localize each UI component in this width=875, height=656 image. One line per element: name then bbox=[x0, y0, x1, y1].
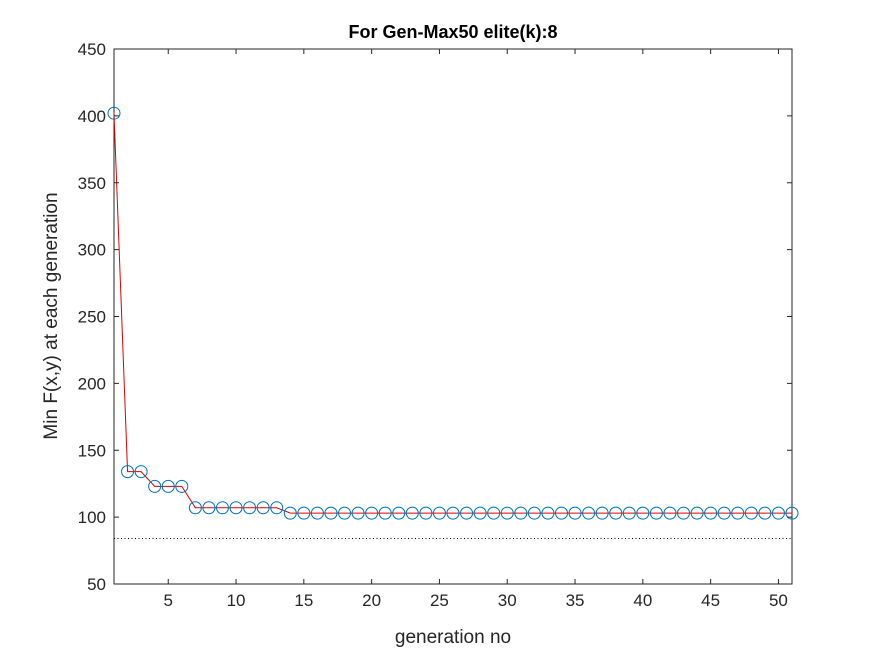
data-point-marker bbox=[405, 506, 419, 520]
plot-area: 5 10 15 20 25 30 35 40 45 50 50 100 150 200 250 300 350 4… bbox=[78, 40, 799, 610]
data-point-marker bbox=[717, 506, 731, 520]
y-tick-label: 450 bbox=[78, 40, 106, 59]
data-point-marker bbox=[419, 506, 433, 520]
data-point-marker bbox=[229, 501, 243, 515]
data-point-marker bbox=[215, 501, 229, 515]
data-point-marker bbox=[338, 506, 352, 520]
data-point-marker bbox=[636, 506, 650, 520]
y-tick-label: 400 bbox=[78, 107, 106, 126]
data-point-marker bbox=[568, 506, 582, 520]
series-layer bbox=[107, 106, 799, 520]
data-point-marker bbox=[432, 506, 446, 520]
data-point-marker bbox=[283, 506, 297, 520]
data-point-marker bbox=[582, 506, 596, 520]
x-axis-label: generation no bbox=[395, 627, 511, 648]
data-point-marker bbox=[758, 506, 772, 520]
data-point-marker bbox=[202, 501, 216, 515]
data-point-marker bbox=[324, 506, 338, 520]
data-point-marker bbox=[609, 506, 623, 520]
x-tick-label: 45 bbox=[701, 591, 720, 610]
data-point-marker bbox=[785, 506, 799, 520]
data-point-marker bbox=[677, 506, 691, 520]
chart-title: For Gen-Max50 elite(k):8 bbox=[348, 22, 557, 42]
y-tick-label: 350 bbox=[78, 174, 106, 193]
data-point-marker bbox=[595, 506, 609, 520]
data-point-marker bbox=[134, 465, 148, 479]
x-tick-label: 50 bbox=[769, 591, 788, 610]
y-tick-label: 50 bbox=[87, 575, 106, 594]
data-point-marker bbox=[690, 506, 704, 520]
data-point-marker bbox=[541, 506, 555, 520]
data-point-marker bbox=[378, 506, 392, 520]
data-point-marker bbox=[148, 479, 162, 493]
y-tick-label: 300 bbox=[78, 241, 106, 260]
data-point-marker bbox=[663, 506, 677, 520]
data-point-marker bbox=[161, 479, 175, 493]
data-point-marker bbox=[487, 506, 501, 520]
data-point-marker bbox=[622, 506, 636, 520]
x-tick-label: 30 bbox=[498, 591, 517, 610]
data-point-marker bbox=[446, 506, 460, 520]
x-tick-label: 40 bbox=[633, 591, 652, 610]
data-point-marker bbox=[175, 479, 189, 493]
x-tick-label: 15 bbox=[294, 591, 313, 610]
data-point-marker bbox=[514, 506, 528, 520]
data-point-marker bbox=[731, 506, 745, 520]
data-point-marker bbox=[392, 506, 406, 520]
x-tick-label: 5 bbox=[164, 591, 173, 610]
data-point-marker bbox=[500, 506, 514, 520]
data-point-marker bbox=[473, 506, 487, 520]
y-tick-label: 200 bbox=[78, 374, 106, 393]
data-point-marker bbox=[365, 506, 379, 520]
y-tick-label: 250 bbox=[78, 308, 106, 327]
y-axis-label: Min F(x,y) at each generation bbox=[41, 192, 62, 439]
x-tick-label: 35 bbox=[566, 591, 585, 610]
data-point-marker bbox=[270, 501, 284, 515]
data-point-marker bbox=[310, 506, 324, 520]
data-point-marker bbox=[188, 501, 202, 515]
data-point-marker bbox=[771, 506, 785, 520]
data-point-marker bbox=[704, 506, 718, 520]
x-tick-label: 10 bbox=[227, 591, 246, 610]
data-point-marker bbox=[121, 465, 135, 479]
axes-box bbox=[113, 48, 793, 585]
data-point-marker bbox=[351, 506, 365, 520]
data-point-marker bbox=[243, 501, 257, 515]
series-line bbox=[113, 113, 792, 514]
x-tick-label: 25 bbox=[430, 591, 449, 610]
data-point-marker bbox=[297, 506, 311, 520]
tick-layer: 5 10 15 20 25 30 35 40 45 50 50 100 150 200 250 300 350 4… bbox=[78, 40, 792, 610]
data-point-marker bbox=[107, 106, 121, 120]
x-tick-label: 20 bbox=[362, 591, 381, 610]
data-point-marker bbox=[527, 506, 541, 520]
y-tick-label: 150 bbox=[78, 441, 106, 460]
y-tick-label: 100 bbox=[78, 508, 106, 527]
data-point-marker bbox=[649, 506, 663, 520]
data-point-marker bbox=[256, 501, 270, 515]
data-point-marker bbox=[554, 506, 568, 520]
data-point-marker bbox=[460, 506, 474, 520]
data-point-marker bbox=[744, 506, 758, 520]
